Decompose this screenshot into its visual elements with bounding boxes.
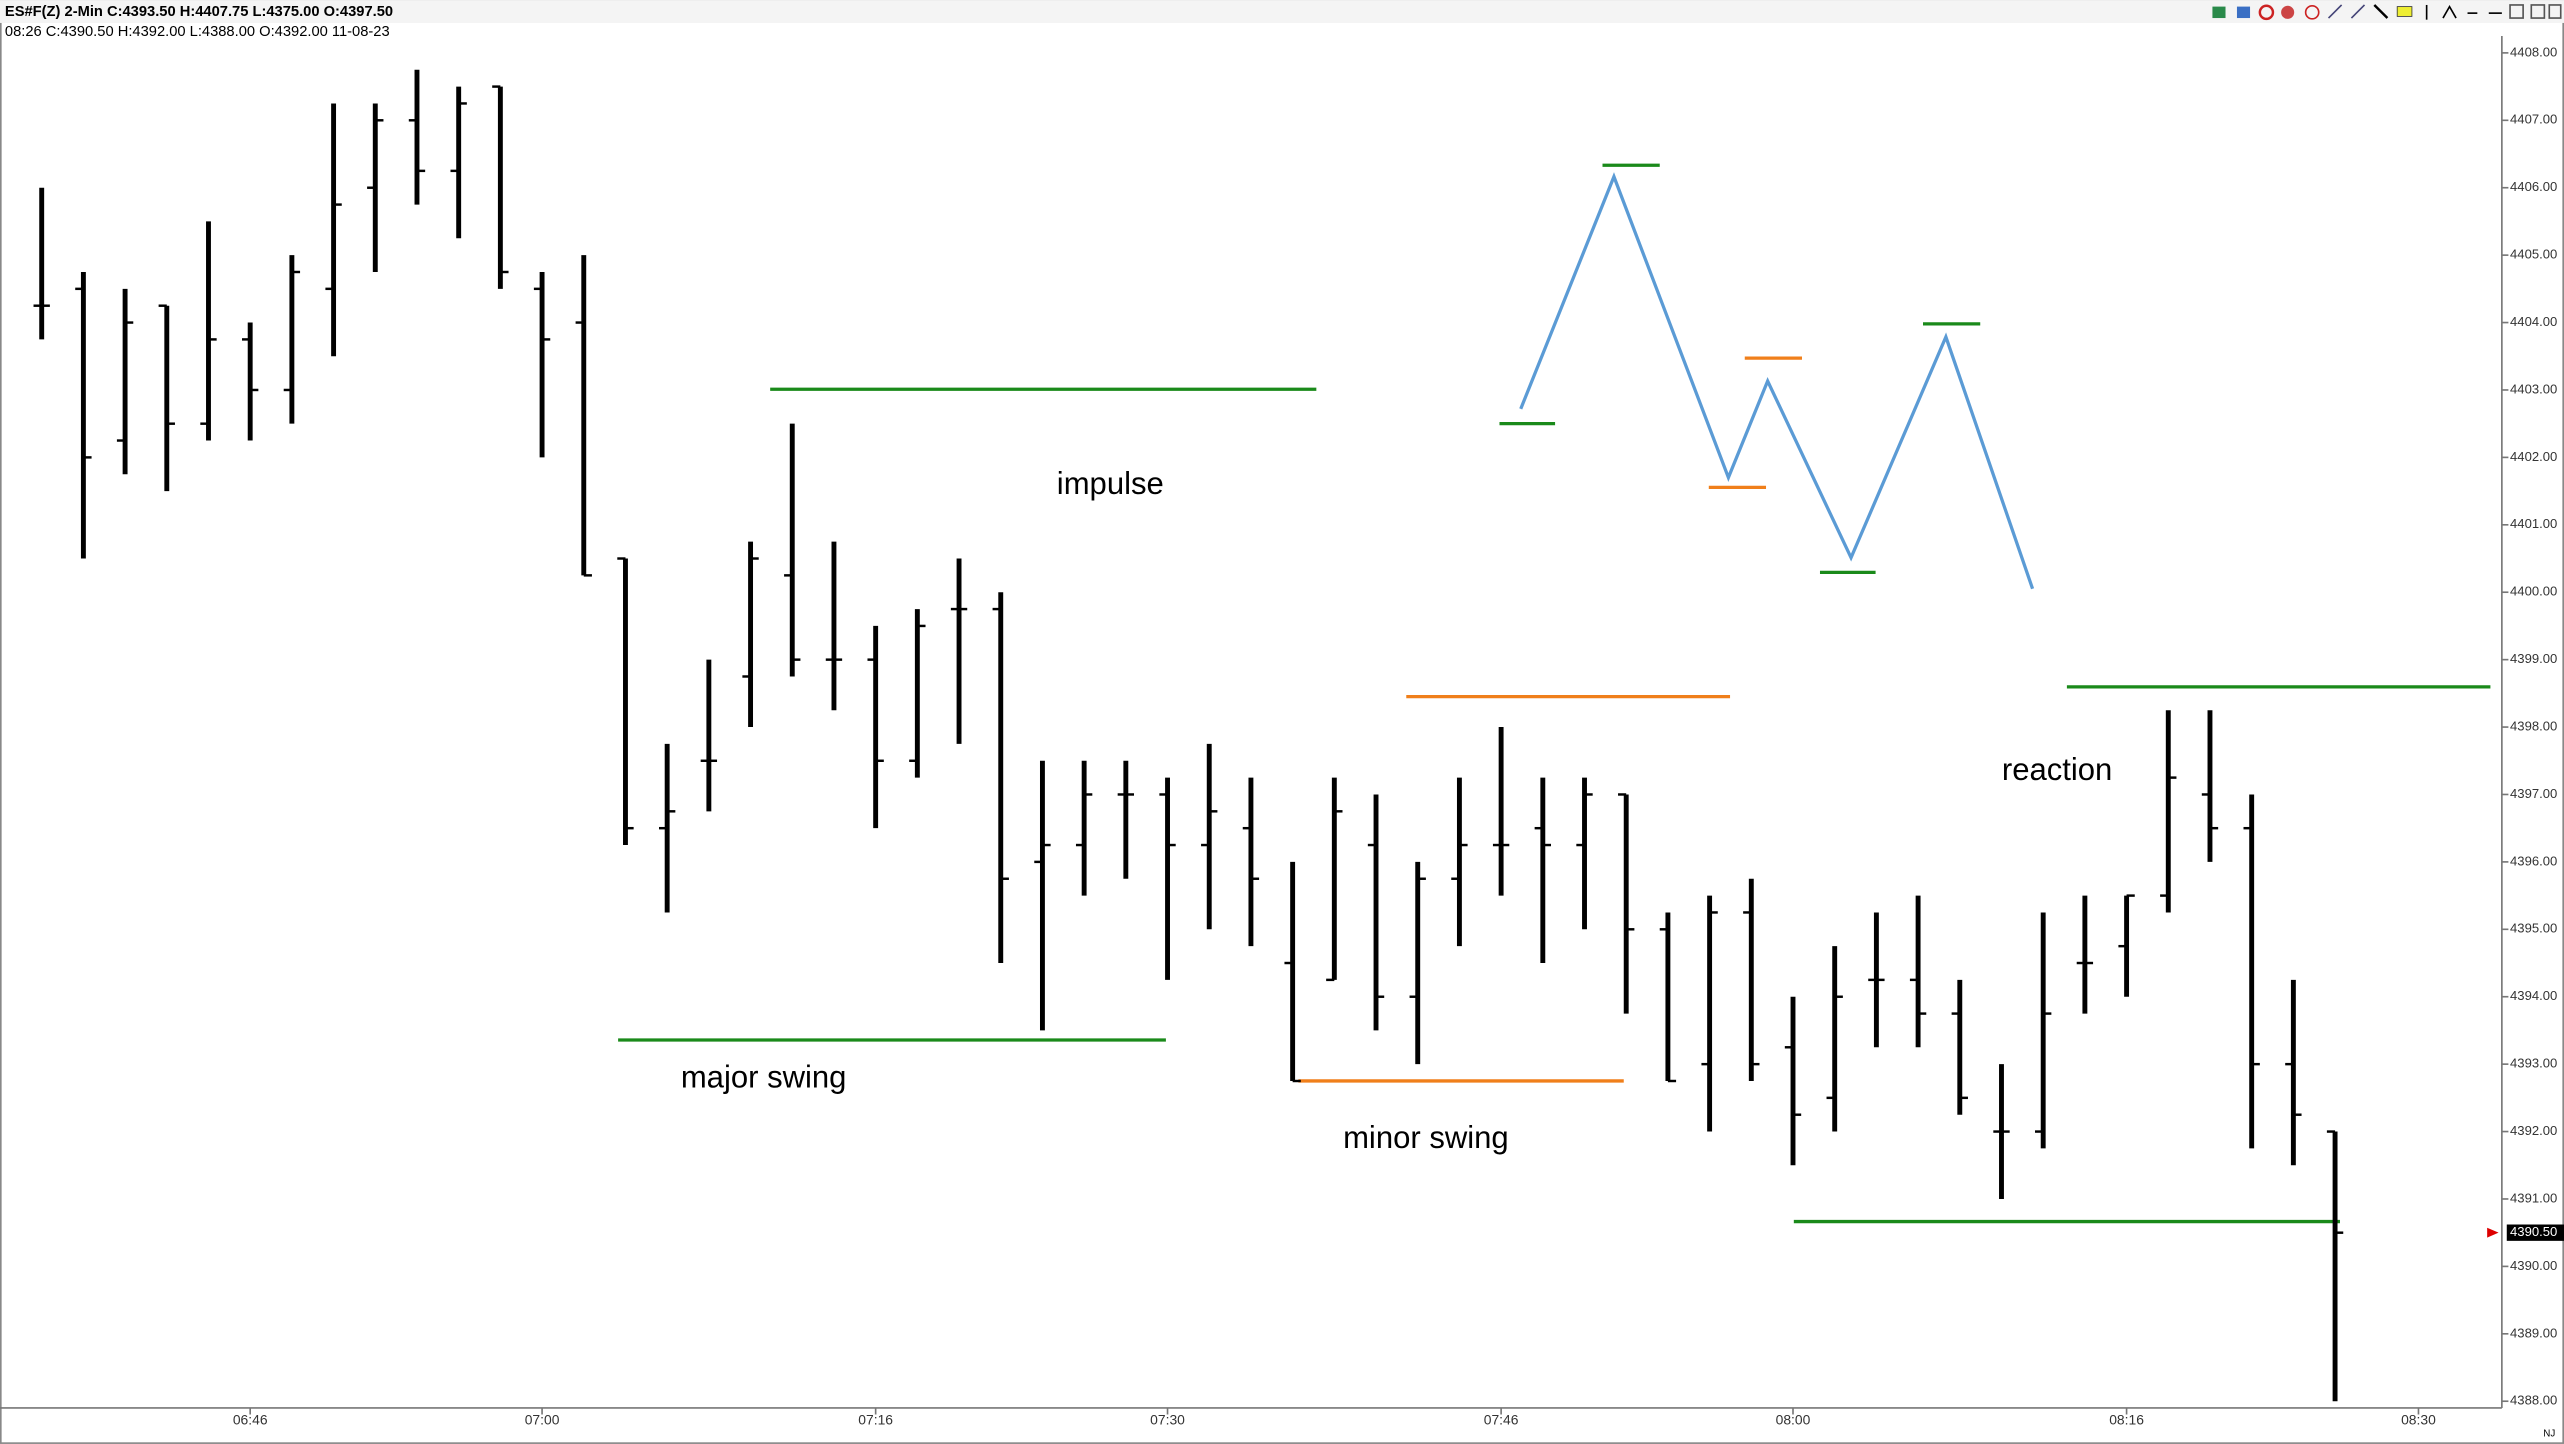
x-tick-label: 08:16: [2109, 1412, 2144, 1428]
tool-icon[interactable]: [2258, 4, 2275, 21]
tool-icon[interactable]: [2373, 4, 2389, 19]
tool-icon[interactable]: [2530, 4, 2546, 19]
zigzag: [1519, 172, 2035, 590]
last-price-box: [2506, 1224, 2564, 1241]
y-tick-label: 4400.00: [2510, 584, 2557, 599]
x-tick-label: 07:30: [1150, 1412, 1185, 1428]
x-tick-label: 07:46: [1484, 1412, 1519, 1428]
tool-icon[interactable]: [2442, 4, 2457, 19]
corner-box: [2539, 1409, 2561, 1425]
y-tick-label: 4402.00: [2510, 449, 2557, 464]
y-tick-label: 4397.00: [2510, 786, 2557, 801]
y-tick-label: 4398.00: [2510, 719, 2557, 734]
last-price-label: 4390.50: [2510, 1224, 2557, 1239]
y-tick-label: 4389.00: [2510, 1325, 2557, 1340]
x-tick-label: 06:46: [233, 1412, 268, 1428]
tool-icon[interactable]: [2509, 4, 2524, 19]
tool-icon[interactable]: [2236, 6, 2251, 19]
corner-label: NJ: [2543, 1429, 2555, 1440]
y-tick-label: 4394.00: [2510, 988, 2557, 1003]
tool-icon[interactable]: [2396, 6, 2413, 17]
y-tick-label: 4391.00: [2510, 1190, 2557, 1205]
y-tick-label: 4388.00: [2510, 1393, 2557, 1408]
annotation: major swing: [681, 1059, 847, 1094]
tool-icon[interactable]: [2281, 5, 2295, 19]
y-tick-label: 4392.00: [2510, 1123, 2557, 1138]
y-tick-label: 4406.00: [2510, 179, 2557, 194]
header: ES#F(Z) 2-Min C:4393.50 H:4407.75 L:4375…: [5, 4, 393, 20]
annotation: impulse: [1057, 466, 1164, 501]
y-tick-label: 4405.00: [2510, 247, 2557, 262]
y-tick-label: 4404.00: [2510, 314, 2557, 329]
tool-icon[interactable]: [2548, 4, 2562, 19]
y-tick-label: 4396.00: [2510, 853, 2557, 868]
y-tick-label: 4401.00: [2510, 516, 2557, 531]
last-price-arrow: [2487, 1227, 2499, 1238]
header-bar: [0, 0, 2564, 23]
subheader: 08:26 C:4390.50 H:4392.00 L:4388.00 O:43…: [5, 24, 390, 40]
y-tick-label: 4399.00: [2510, 651, 2557, 666]
tool-icon[interactable]: [2327, 4, 2343, 19]
toolbar[interactable]: [2212, 4, 2562, 21]
y-tick-label: 4408.00: [2510, 44, 2557, 59]
x-tick-label: 08:30: [2401, 1412, 2436, 1428]
x-tick-label: 07:16: [858, 1412, 893, 1428]
x-tick-label: 08:00: [1776, 1412, 1811, 1428]
y-tick-label: 4395.00: [2510, 921, 2557, 936]
tool-icon[interactable]: [2304, 4, 2320, 20]
x-tick-label: 07:00: [525, 1412, 560, 1428]
y-tick-label: 4407.00: [2510, 112, 2557, 127]
y-tick-label: 4403.00: [2510, 381, 2557, 396]
y-tick-label: 4393.00: [2510, 1056, 2557, 1071]
y-tick-label: 4390.00: [2510, 1258, 2557, 1273]
annotation: minor swing: [1343, 1120, 1509, 1155]
tool-icon[interactable]: [2350, 4, 2366, 19]
annotation: reaction: [2002, 752, 2112, 787]
tool-icon[interactable]: [2212, 6, 2226, 19]
